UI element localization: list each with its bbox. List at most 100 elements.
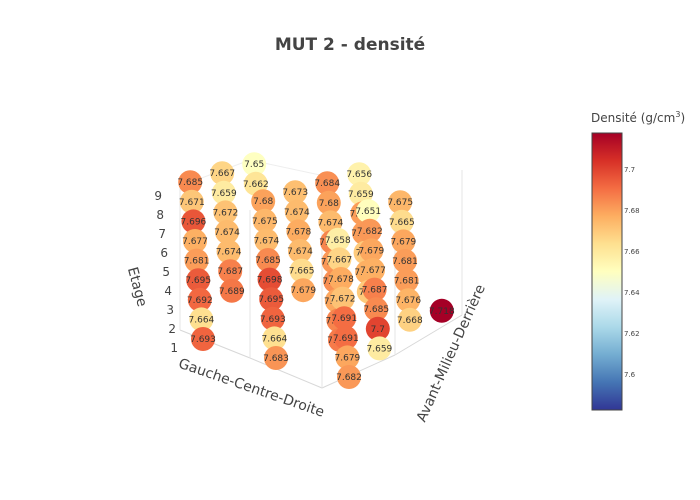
data-point[interactable]: [257, 267, 282, 292]
data-point[interactable]: [364, 297, 389, 322]
data-point[interactable]: [251, 189, 276, 214]
colorbar-tick-label: 7.64: [624, 289, 640, 297]
data-point[interactable]: [262, 326, 287, 351]
data-point[interactable]: [218, 259, 243, 284]
data-point[interactable]: [359, 238, 384, 263]
data-point-label: 7.651: [355, 207, 381, 217]
data-point[interactable]: [365, 316, 390, 341]
data-point[interactable]: [325, 227, 350, 252]
data-point[interactable]: [337, 365, 361, 389]
data-point-label: 7.681: [184, 257, 210, 267]
data-point[interactable]: [316, 190, 341, 215]
data-point-label: 7.687: [217, 267, 243, 277]
data-point[interactable]: [184, 248, 209, 273]
data-point[interactable]: [189, 307, 214, 332]
data-point[interactable]: [397, 307, 422, 332]
z-tick-label: 1: [170, 341, 178, 355]
data-point[interactable]: [256, 248, 280, 272]
data-point[interactable]: [367, 336, 392, 361]
data-point[interactable]: [216, 239, 241, 264]
data-point[interactable]: [396, 288, 421, 313]
data-point-label: 7.656: [346, 170, 372, 180]
data-point-label: 7.684: [314, 179, 340, 189]
data-point-label: 7.659: [367, 344, 393, 354]
data-point[interactable]: [315, 171, 340, 196]
data-point[interactable]: [357, 218, 382, 243]
data-point[interactable]: [286, 219, 311, 244]
data-point[interactable]: [330, 286, 355, 311]
data-point-label: 7.683: [263, 354, 289, 364]
data-point-label: 7.674: [287, 247, 313, 257]
data-point[interactable]: [210, 161, 235, 186]
data-point[interactable]: [284, 199, 309, 224]
colorbar-ticks: 7.6 7.62 7.64 7.66 7.68 7.7: [624, 166, 640, 379]
data-point-label: 7.698: [257, 276, 283, 286]
data-point-label: 7.695: [185, 276, 211, 286]
data-point[interactable]: [329, 267, 353, 291]
data-point[interactable]: [393, 249, 417, 273]
chart-title: MUT 2 - densité: [275, 35, 425, 55]
data-point[interactable]: [332, 306, 357, 331]
data-point[interactable]: [215, 220, 239, 244]
data-point-label: 7.682: [357, 227, 383, 237]
data-point[interactable]: [260, 306, 285, 331]
data-point[interactable]: [391, 229, 416, 254]
data-point-label: 7.671: [179, 198, 205, 208]
data-point[interactable]: [178, 170, 203, 195]
colorbar: Densité (g/cm3) 7.6 7.62 7.64 7.66 7.68 7.7: [591, 110, 685, 411]
data-point[interactable]: [389, 209, 414, 234]
data-point-label: 7.675: [252, 217, 278, 227]
data-point[interactable]: [347, 162, 372, 187]
data-point[interactable]: [219, 278, 244, 303]
data-point[interactable]: [183, 229, 207, 253]
data-point[interactable]: [191, 327, 215, 351]
data-point[interactable]: [181, 209, 206, 234]
data-point[interactable]: [242, 152, 267, 177]
data-point[interactable]: [394, 268, 419, 293]
x-axis-title: Gauche-Centre-Droite: [176, 356, 326, 421]
data-point[interactable]: [333, 325, 358, 350]
data-point[interactable]: [288, 239, 312, 263]
data-point-label: 7.667: [209, 169, 235, 179]
data-point[interactable]: [179, 189, 204, 214]
data-point-label: 7.674: [214, 228, 240, 238]
data-point[interactable]: [254, 228, 279, 253]
data-point[interactable]: [289, 258, 314, 283]
data-point[interactable]: [283, 180, 308, 205]
data-point[interactable]: [211, 180, 236, 205]
data-point-label: 7.679: [335, 353, 361, 363]
data-point-label: 7.658: [325, 236, 351, 246]
data-point[interactable]: [388, 190, 413, 215]
data-point[interactable]: [356, 199, 381, 224]
data-point[interactable]: [187, 287, 212, 312]
data-point[interactable]: [252, 208, 277, 233]
data-point[interactable]: [264, 346, 288, 370]
data-point[interactable]: [429, 298, 454, 323]
data-point[interactable]: [259, 287, 284, 312]
data-point[interactable]: [362, 277, 387, 302]
data-point-label: 7.691: [331, 314, 357, 324]
data-point-label: 7.664: [262, 334, 288, 344]
data-point-label: 7.692: [187, 296, 213, 306]
data-point-label: 7.689: [219, 287, 245, 297]
data-point[interactable]: [213, 200, 238, 225]
data-point-label: 7.674: [318, 218, 344, 228]
data-point-label: 7.674: [284, 208, 310, 218]
data-point-label: 7.665: [389, 218, 415, 228]
data-point-label: 7.674: [216, 248, 242, 258]
colorbar-title: Densité (g/cm3): [591, 110, 685, 125]
data-point[interactable]: [361, 258, 385, 282]
data-point-label: 7.679: [359, 246, 385, 256]
data-point-label: 7.7: [371, 325, 385, 335]
data-point[interactable]: [335, 345, 360, 370]
data-point[interactable]: [291, 278, 316, 303]
data-point-label: 7.676: [395, 296, 421, 306]
z-tick-label: 9: [154, 189, 162, 203]
data-point[interactable]: [327, 247, 352, 272]
data-point[interactable]: [186, 268, 211, 293]
data-point-label: 7.681: [392, 257, 418, 267]
z-axis-title: Etage: [124, 265, 150, 308]
z-tick-label: 2: [168, 322, 176, 336]
data-point-label: 7.681: [394, 277, 420, 287]
